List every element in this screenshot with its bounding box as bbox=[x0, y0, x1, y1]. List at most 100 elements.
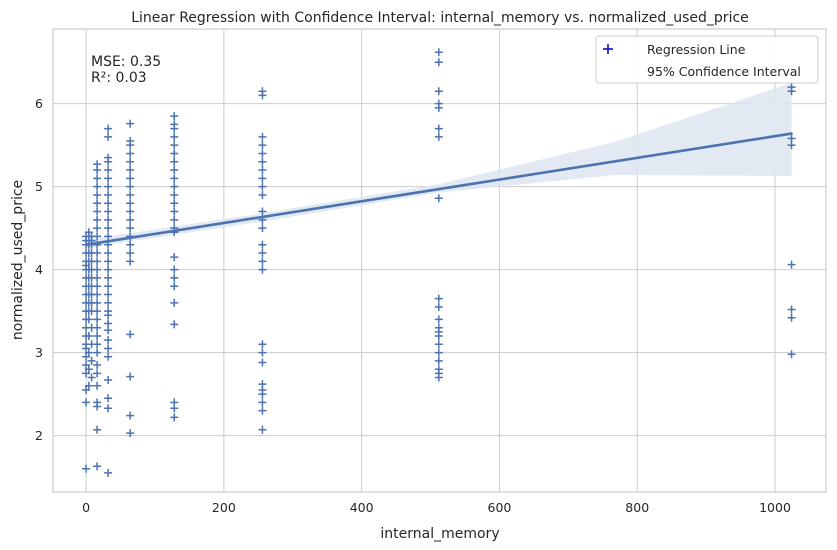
scatter-points bbox=[82, 48, 796, 477]
data-point bbox=[170, 190, 179, 199]
data-point bbox=[93, 398, 102, 407]
data-point bbox=[104, 290, 113, 299]
data-point bbox=[126, 149, 135, 158]
data-point bbox=[434, 294, 443, 303]
legend: Regression Line 95% Confidence Interval bbox=[595, 35, 819, 84]
x-tick-label-1: 200 bbox=[212, 500, 236, 515]
data-point bbox=[434, 58, 443, 67]
data-point bbox=[104, 132, 113, 141]
data-point bbox=[126, 166, 135, 175]
regression-line bbox=[84, 132, 793, 247]
data-point bbox=[87, 356, 96, 365]
data-point bbox=[170, 141, 179, 150]
data-point bbox=[84, 332, 93, 341]
data-point bbox=[170, 199, 179, 208]
data-point bbox=[170, 320, 179, 329]
x-tick-label-2: 400 bbox=[350, 500, 374, 515]
y-tick-label-0: 2 bbox=[35, 428, 43, 443]
data-point bbox=[434, 302, 443, 311]
data-point bbox=[104, 249, 113, 258]
data-point bbox=[82, 369, 91, 378]
data-point bbox=[170, 282, 179, 291]
data-point bbox=[258, 425, 267, 434]
data-point bbox=[170, 215, 179, 224]
data-point bbox=[434, 124, 443, 133]
data-point bbox=[104, 468, 113, 477]
data-point bbox=[434, 99, 443, 108]
data-point bbox=[258, 87, 267, 96]
data-point bbox=[84, 348, 93, 357]
data-point bbox=[126, 174, 135, 183]
data-point bbox=[126, 207, 135, 216]
data-point bbox=[87, 373, 96, 382]
data-point bbox=[104, 257, 113, 266]
data-point bbox=[82, 398, 91, 407]
data-point bbox=[82, 352, 91, 361]
data-point bbox=[434, 365, 443, 374]
data-point bbox=[93, 190, 102, 199]
data-point bbox=[126, 119, 135, 128]
data-point bbox=[126, 240, 135, 249]
data-point bbox=[258, 149, 267, 158]
data-point bbox=[258, 257, 267, 266]
y-tick-label-2: 4 bbox=[35, 262, 43, 277]
confidence-band bbox=[86, 82, 792, 249]
data-point bbox=[93, 315, 102, 324]
y-axis-label: normalized_used_price bbox=[10, 180, 26, 340]
data-point bbox=[82, 464, 91, 473]
data-point bbox=[434, 348, 443, 357]
data-point bbox=[93, 224, 102, 233]
data-point bbox=[170, 132, 179, 141]
data-point bbox=[104, 124, 113, 133]
data-point bbox=[258, 398, 267, 407]
data-point bbox=[93, 273, 102, 282]
data-point bbox=[93, 462, 102, 471]
data-point bbox=[434, 315, 443, 324]
chart-title: Linear Regression with Confidence Interv… bbox=[131, 10, 749, 26]
regression-line-layer bbox=[84, 132, 793, 247]
data-point bbox=[787, 350, 796, 359]
data-point bbox=[170, 120, 179, 129]
data-point bbox=[93, 290, 102, 299]
data-point bbox=[93, 307, 102, 316]
data-point bbox=[93, 199, 102, 208]
data-point bbox=[258, 166, 267, 175]
x-axis-label: internal_memory bbox=[380, 526, 499, 542]
data-point bbox=[104, 224, 113, 233]
data-point bbox=[104, 166, 113, 175]
data-point bbox=[104, 298, 113, 307]
data-point bbox=[84, 315, 93, 324]
data-point bbox=[126, 257, 135, 266]
legend-marker-regression-line bbox=[603, 44, 613, 54]
data-point bbox=[104, 174, 113, 183]
data-point bbox=[104, 352, 113, 361]
data-point bbox=[126, 224, 135, 233]
data-point bbox=[258, 174, 267, 183]
x-tick-label-3: 600 bbox=[488, 500, 512, 515]
data-point bbox=[104, 199, 113, 208]
data-point bbox=[170, 207, 179, 216]
data-point bbox=[787, 305, 796, 314]
data-point bbox=[93, 361, 102, 370]
grid-lines bbox=[53, 29, 826, 492]
data-point bbox=[258, 249, 267, 258]
data-point bbox=[170, 253, 179, 262]
data-point bbox=[126, 411, 135, 420]
data-point bbox=[126, 330, 135, 339]
data-point bbox=[434, 194, 443, 203]
y-tick-label-4: 6 bbox=[35, 96, 43, 111]
data-point bbox=[258, 182, 267, 191]
data-point bbox=[258, 190, 267, 199]
x-tick-label-4: 800 bbox=[625, 500, 649, 515]
data-point bbox=[434, 323, 443, 332]
data-point bbox=[170, 149, 179, 158]
data-point bbox=[104, 190, 113, 199]
x-tick-label-5: 1000 bbox=[759, 500, 791, 515]
data-point bbox=[170, 398, 179, 407]
data-point bbox=[93, 174, 102, 183]
data-point bbox=[170, 265, 179, 274]
point-group-x-32 bbox=[104, 124, 113, 477]
data-point bbox=[258, 380, 267, 389]
data-point bbox=[258, 406, 267, 415]
data-point bbox=[258, 358, 267, 367]
